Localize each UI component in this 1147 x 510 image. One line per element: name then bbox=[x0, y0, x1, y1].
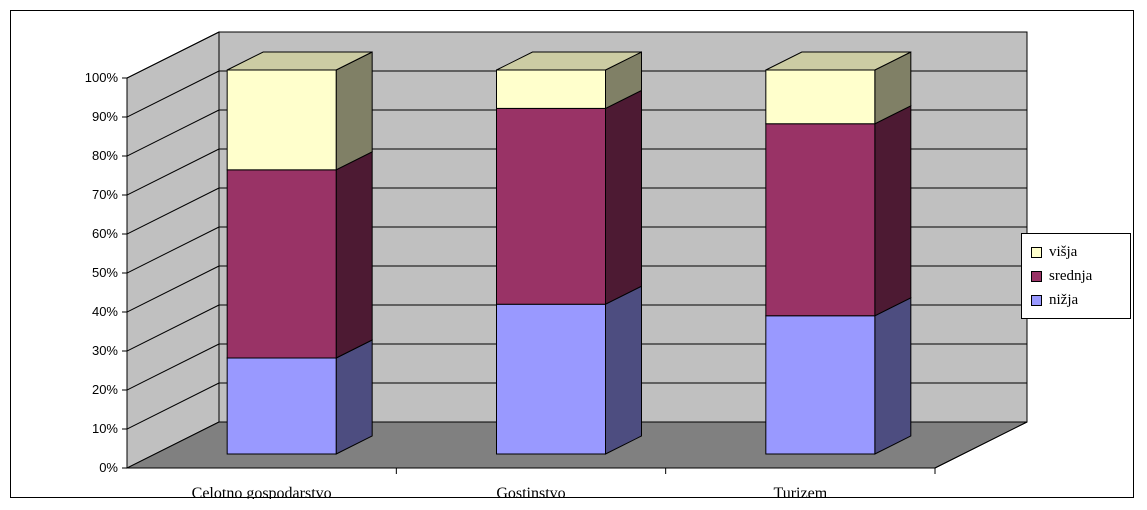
y-tick-label: 100% bbox=[85, 70, 119, 85]
bar-nizja bbox=[496, 303, 606, 455]
gridline-side bbox=[126, 70, 220, 118]
gridline-side bbox=[126, 148, 220, 196]
bar-visja bbox=[226, 69, 337, 171]
legend-entry: srednja bbox=[1022, 264, 1130, 288]
legend-swatch bbox=[1031, 294, 1042, 306]
bar-visja bbox=[765, 69, 876, 125]
legend-label: višja bbox=[1049, 243, 1078, 260]
y-tick-label: 10% bbox=[92, 421, 118, 436]
bar-top-visja bbox=[765, 51, 912, 71]
y-tick-label: 0% bbox=[99, 460, 118, 475]
gridline-side bbox=[126, 343, 220, 391]
bar-nizja bbox=[226, 357, 337, 455]
gridline-side bbox=[126, 304, 220, 352]
gridline-side bbox=[126, 265, 220, 313]
legend-entry: višja bbox=[1022, 240, 1130, 264]
y-tick-label: 20% bbox=[92, 382, 118, 397]
legend: višja srednja nižja bbox=[1021, 233, 1131, 319]
bar-side-nizja bbox=[335, 339, 373, 455]
x-category-label: Celotno gospodarstvo bbox=[192, 485, 332, 499]
y-tick-label: 40% bbox=[92, 304, 118, 319]
bar-top-visja bbox=[496, 51, 642, 71]
y-tick-label: 50% bbox=[92, 265, 118, 280]
bar-nizja bbox=[765, 315, 876, 455]
bar-side-srednja bbox=[605, 89, 642, 306]
y-tick-label: 60% bbox=[92, 226, 118, 241]
y-tick-label: 70% bbox=[92, 187, 118, 202]
y-tick-label: 30% bbox=[92, 343, 118, 358]
legend-label: srednja bbox=[1049, 267, 1093, 284]
chart-frame: 0% 10% 20% 30% 40% 50% 60% 70% 80% 90% 100% Celotno… bbox=[10, 10, 1134, 499]
gridline-side bbox=[126, 382, 220, 430]
bar-srednja bbox=[496, 107, 606, 305]
x-category-label: Gostinstvo bbox=[496, 485, 565, 499]
bar-srednja bbox=[226, 169, 337, 359]
bar-visja bbox=[496, 69, 606, 109]
bar-side-srednja bbox=[335, 151, 373, 359]
gridline-side bbox=[126, 187, 220, 235]
floor-edge bbox=[934, 421, 1028, 469]
x-category-label: Turizem bbox=[774, 485, 828, 499]
legend-swatch bbox=[1031, 270, 1042, 282]
legend-swatch bbox=[1031, 246, 1042, 258]
chart-plot: 0% 10% 20% 30% 40% 50% 60% 70% 80% 90% 100% Celotno… bbox=[85, 31, 1028, 499]
y-tick-label: 90% bbox=[92, 109, 118, 124]
legend-entry: nižja bbox=[1022, 288, 1130, 312]
legend-label: nižja bbox=[1049, 291, 1079, 308]
bar-srednja bbox=[765, 123, 876, 317]
gridline-side bbox=[126, 226, 220, 274]
y-tick-label: 80% bbox=[92, 148, 118, 163]
bar-side-visja bbox=[335, 51, 373, 171]
bar-side-nizja bbox=[605, 285, 642, 455]
bar-side-srednja bbox=[874, 104, 912, 317]
gridline-side bbox=[126, 31, 220, 79]
bar-top-visja bbox=[226, 51, 373, 71]
gridline-side bbox=[126, 109, 220, 157]
bar-side-nizja bbox=[874, 296, 912, 455]
